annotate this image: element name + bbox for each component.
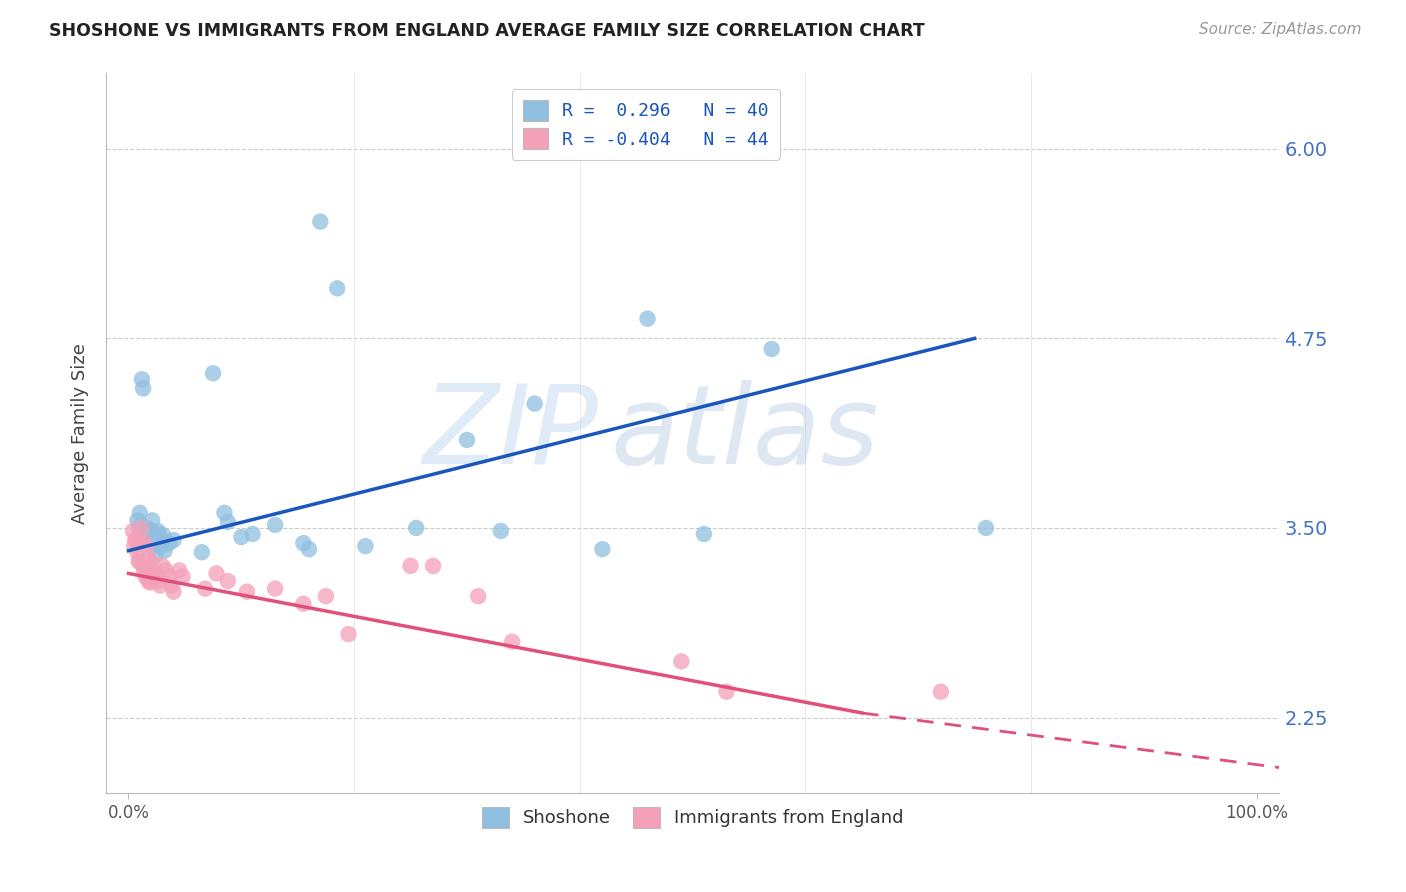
Point — [264, 582, 287, 596]
Point — [162, 584, 184, 599]
Point — [214, 506, 236, 520]
Point — [139, 575, 162, 590]
Point — [264, 517, 287, 532]
Point — [167, 563, 190, 577]
Point — [141, 513, 163, 527]
Point — [135, 539, 157, 553]
Point — [124, 533, 146, 547]
Point — [716, 684, 738, 698]
Text: ZIP: ZIP — [423, 380, 599, 487]
Point — [217, 515, 239, 529]
Point — [145, 569, 167, 583]
Point — [122, 524, 145, 538]
Y-axis label: Average Family Size: Average Family Size — [72, 343, 89, 524]
Point — [693, 527, 716, 541]
Point — [974, 521, 997, 535]
Point — [134, 569, 156, 583]
Point — [141, 566, 163, 581]
Text: atlas: atlas — [610, 380, 879, 487]
Point — [152, 528, 174, 542]
Point — [456, 433, 478, 447]
Point — [128, 554, 150, 568]
Point — [128, 521, 150, 535]
Point — [136, 551, 159, 566]
Point — [129, 517, 152, 532]
Point — [191, 545, 214, 559]
Point — [292, 536, 315, 550]
Point — [637, 311, 659, 326]
Point — [146, 574, 169, 588]
Point — [405, 521, 427, 535]
Point — [337, 627, 360, 641]
Point — [242, 527, 264, 541]
Point — [150, 539, 173, 553]
Point — [160, 578, 183, 592]
Text: SHOSHONE VS IMMIGRANTS FROM ENGLAND AVERAGE FAMILY SIZE CORRELATION CHART: SHOSHONE VS IMMIGRANTS FROM ENGLAND AVER… — [49, 22, 925, 40]
Point — [309, 214, 332, 228]
Point — [523, 396, 546, 410]
Point — [157, 536, 180, 550]
Point — [326, 281, 349, 295]
Legend: Shoshone, Immigrants from England: Shoshone, Immigrants from England — [474, 799, 911, 835]
Point — [298, 542, 321, 557]
Point — [172, 569, 194, 583]
Point — [153, 543, 176, 558]
Point — [131, 372, 153, 386]
Point — [489, 524, 512, 538]
Point — [129, 521, 152, 535]
Point — [149, 578, 172, 592]
Point — [127, 545, 149, 559]
Point — [125, 533, 148, 547]
Point — [292, 597, 315, 611]
Point — [354, 539, 377, 553]
Point — [132, 381, 155, 395]
Point — [202, 366, 225, 380]
Point — [143, 563, 166, 577]
Point — [157, 569, 180, 583]
Point — [205, 566, 228, 581]
Point — [134, 533, 156, 547]
Point — [134, 563, 156, 577]
Point — [761, 342, 783, 356]
Point — [138, 574, 160, 588]
Point — [467, 589, 489, 603]
Point — [501, 634, 523, 648]
Point — [150, 558, 173, 573]
Point — [671, 654, 693, 668]
Point — [231, 530, 253, 544]
Point — [236, 584, 259, 599]
Point — [139, 524, 162, 538]
Point — [132, 558, 155, 573]
Point — [194, 582, 217, 596]
Point — [127, 513, 149, 527]
Point — [422, 558, 444, 573]
Point — [217, 574, 239, 588]
Point — [929, 684, 952, 698]
Point — [122, 539, 145, 553]
Point — [591, 542, 613, 557]
Point — [145, 548, 167, 562]
Point — [146, 524, 169, 538]
Point — [155, 563, 177, 577]
Point — [136, 521, 159, 535]
Point — [139, 554, 162, 568]
Point — [128, 506, 150, 520]
Point — [315, 589, 337, 603]
Point — [128, 554, 150, 568]
Point — [131, 533, 153, 547]
Point — [142, 539, 165, 553]
Point — [162, 533, 184, 547]
Point — [399, 558, 422, 573]
Text: Source: ZipAtlas.com: Source: ZipAtlas.com — [1198, 22, 1361, 37]
Point — [148, 527, 170, 541]
